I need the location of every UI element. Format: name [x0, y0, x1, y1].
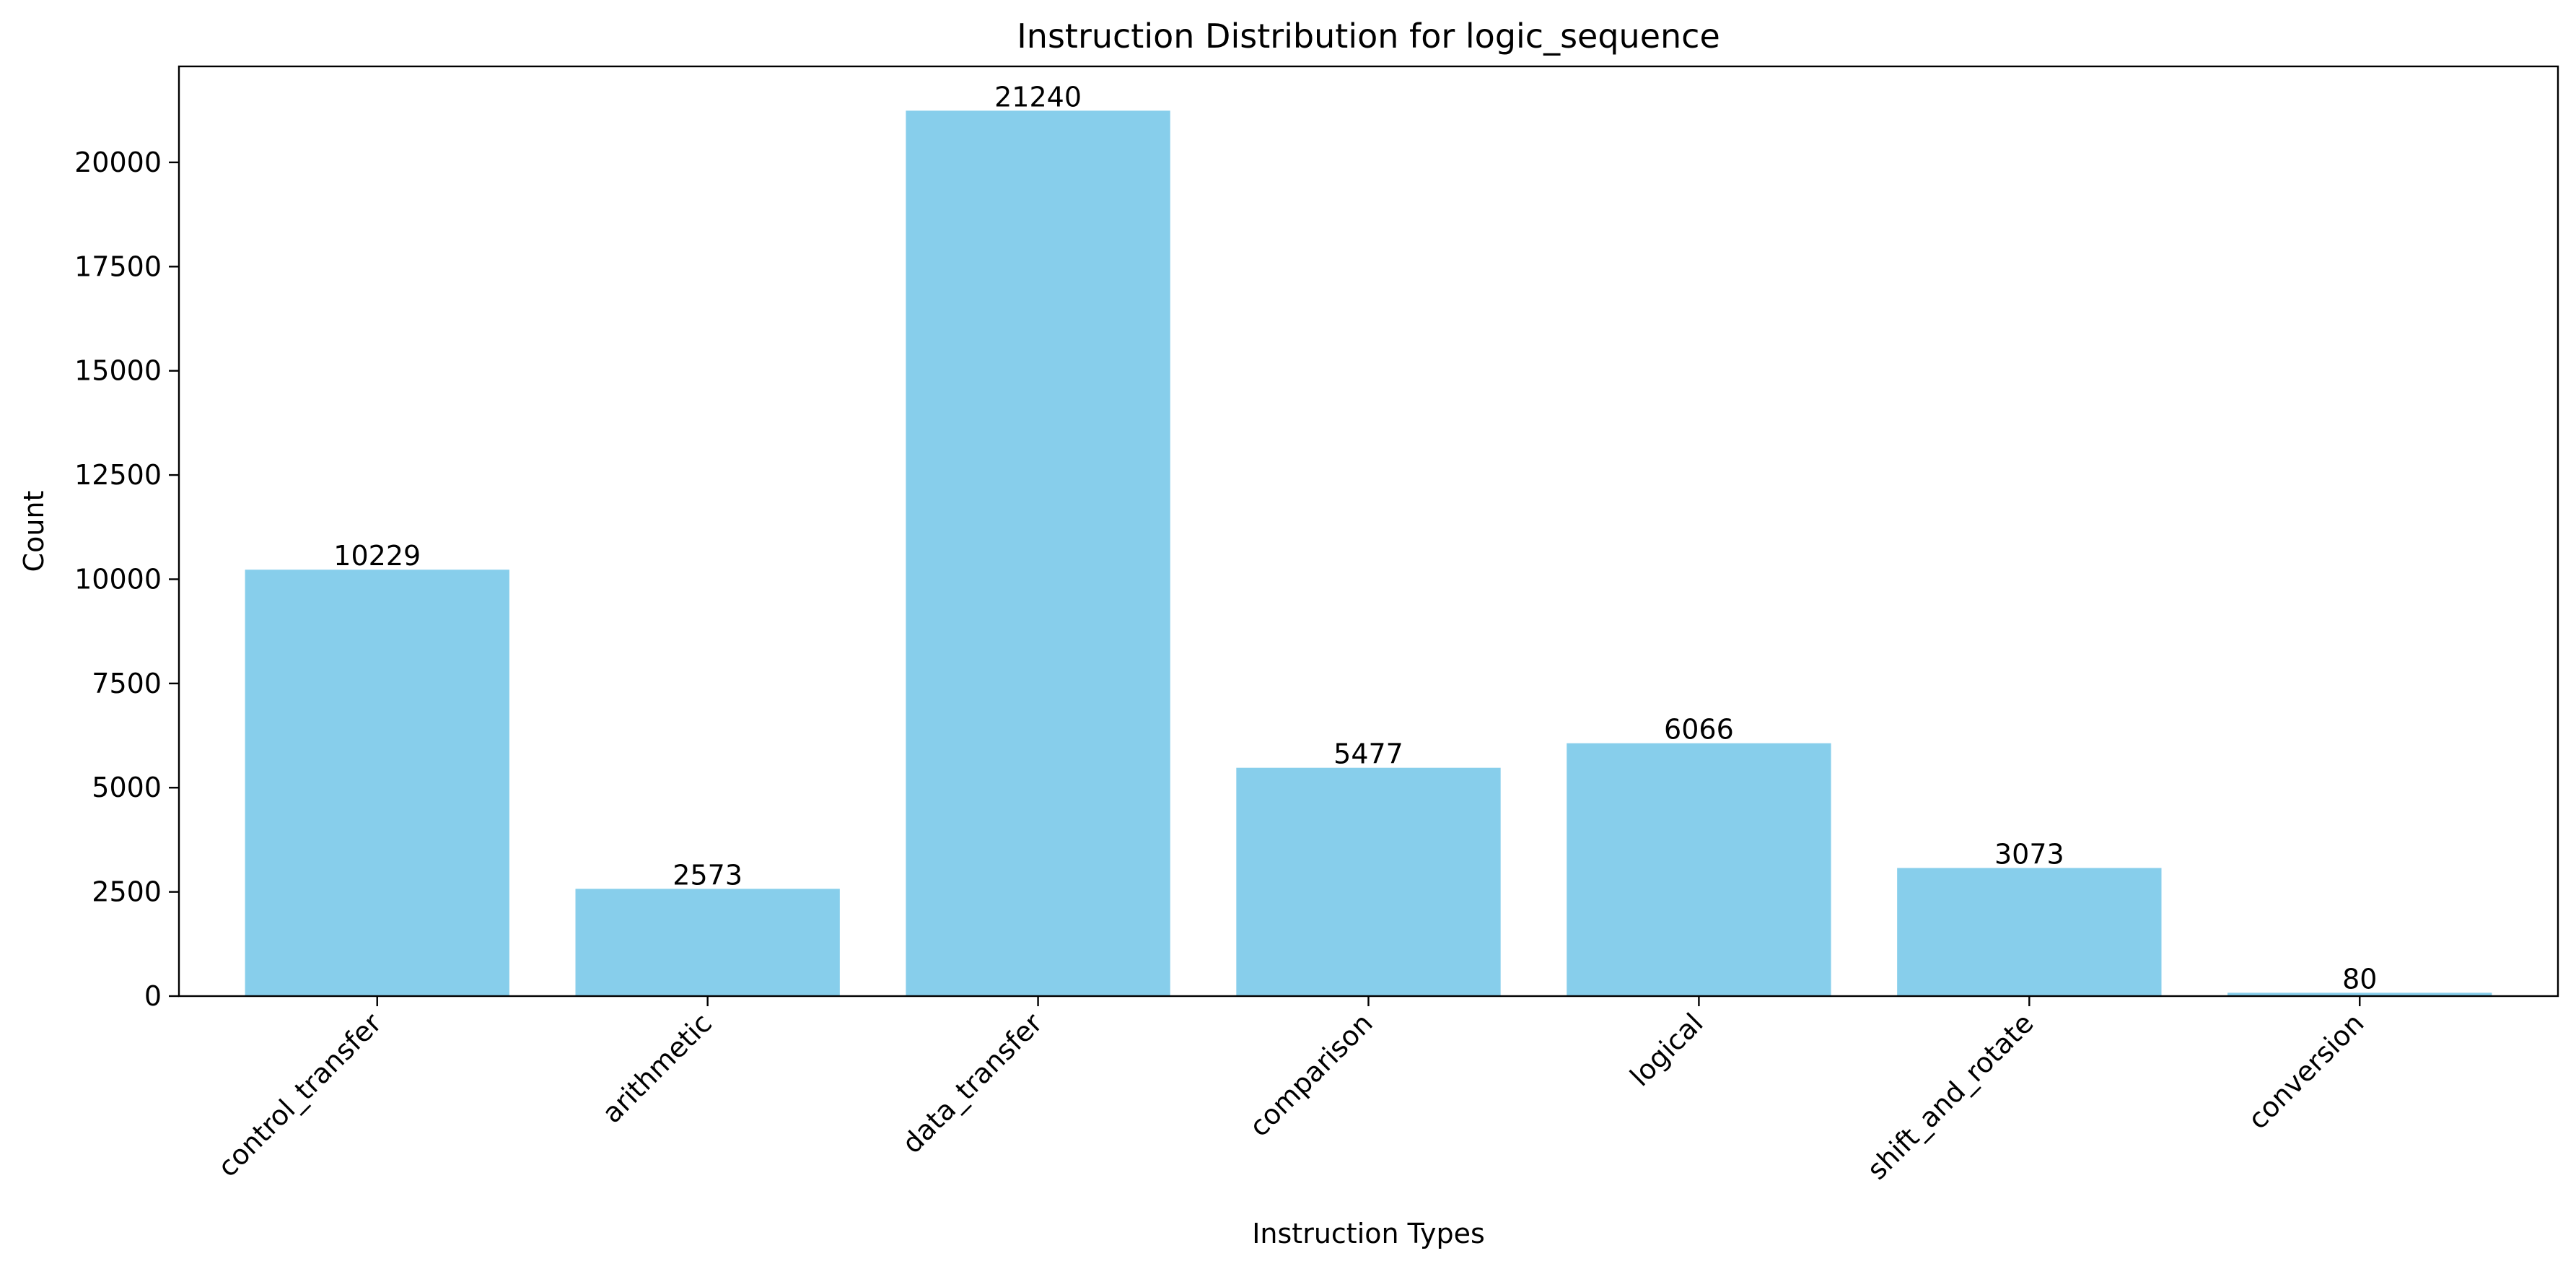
y-tick-label: 20000: [74, 147, 162, 178]
bars-layer: [245, 110, 2492, 996]
data-label-control-transfer: 10229: [333, 540, 421, 572]
bar-conversion: [2227, 992, 2492, 996]
x-tick-label: conversion: [2242, 1007, 2370, 1135]
y-axis-ticks: 0 2500 5000 7500 10000 12500 15000 17500 20000: [74, 147, 179, 1012]
x-axis-label: Instruction Types: [1252, 1218, 1485, 1249]
bar-arithmetic: [575, 889, 840, 996]
y-tick-label: 12500: [74, 459, 162, 491]
data-label-arithmetic: 2573: [673, 859, 742, 891]
chart-title: Instruction Distribution for logic_seque…: [1017, 17, 1720, 56]
plot-frame: [178, 65, 2559, 998]
bar-data-transfer: [906, 110, 1170, 996]
x-tick-label: arithmetic: [596, 1007, 718, 1129]
bar-comparison: [1236, 767, 1501, 996]
data-label-data-transfer: 21240: [994, 81, 1082, 113]
y-tick-label: 7500: [92, 668, 162, 699]
bar-shift-and-rotate: [1897, 868, 2162, 996]
data-label-conversion: 80: [2342, 963, 2377, 995]
data-labels-layer: 10229 2573 21240 5477 6066 3073 80: [333, 81, 2377, 995]
data-label-shift-and-rotate: 3073: [1994, 839, 2064, 871]
y-tick-label: 2500: [92, 876, 162, 908]
data-label-logical: 6066: [1664, 714, 1734, 746]
y-tick-label: 0: [144, 980, 162, 1012]
x-tick-label: comparison: [1243, 1007, 1379, 1143]
x-tick-label: control_transfer: [211, 1007, 387, 1183]
x-tick-label: data_transfer: [896, 1007, 1048, 1159]
y-tick-label: 17500: [74, 250, 162, 282]
y-tick-label: 15000: [74, 355, 162, 387]
x-axis-ticks: control_transfer arithmetic data_transfer c…: [211, 996, 2370, 1186]
y-tick-label: 5000: [92, 772, 162, 803]
x-tick-label: logical: [1624, 1007, 1709, 1092]
x-tick-label: shift_and_rotate: [1861, 1007, 2040, 1186]
data-label-comparison: 5477: [1333, 738, 1403, 770]
bar-logical: [1567, 743, 1831, 996]
y-tick-label: 10000: [74, 563, 162, 595]
bar-control-transfer: [245, 570, 509, 996]
y-axis-label: Count: [18, 491, 50, 572]
